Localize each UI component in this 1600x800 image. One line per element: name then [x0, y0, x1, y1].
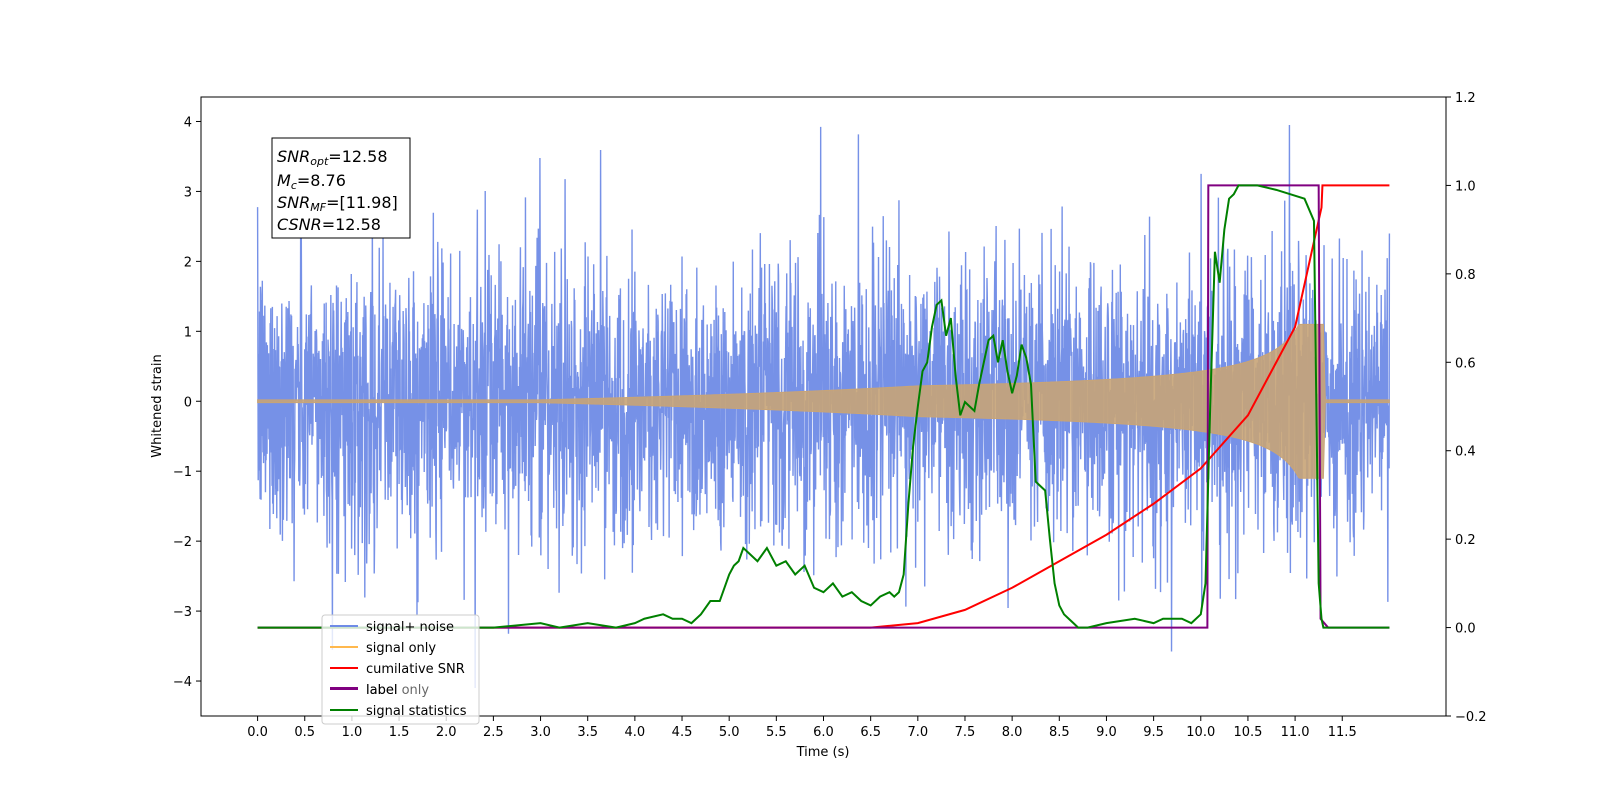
- y-tick-label: −2: [173, 535, 192, 550]
- x-tick-label: 2.5: [483, 725, 504, 740]
- x-tick-label: 4.0: [625, 725, 646, 740]
- x-tick-label: 9.5: [1143, 725, 1164, 740]
- y2-tick-label: 1.2: [1455, 91, 1476, 106]
- legend-label-cumulative-snr: cumilative SNR: [366, 662, 465, 677]
- x-tick-label: 1.0: [342, 725, 363, 740]
- y2-tick-label: 0.4: [1455, 445, 1476, 460]
- x-tick-label: 11.0: [1281, 725, 1310, 740]
- ticks: 0.0 0.5 1.0 1.5 2.0 2.5 3.0 3.5 4.0 4.5 5.0 5.5 6.0 6…: [173, 91, 1487, 740]
- x-tick-label: 8.5: [1049, 725, 1070, 740]
- legend-frame: [321, 614, 480, 725]
- stat-csnr: CSNR=12.58: [277, 215, 381, 234]
- x-tick-label: 11.5: [1328, 725, 1357, 740]
- y2-tick-label: 0.6: [1455, 356, 1476, 371]
- stats-box-frame: [271, 137, 411, 239]
- x-tick-label: 10.0: [1186, 725, 1215, 740]
- plot-frame: [200, 96, 1447, 717]
- legend: signal+ noise signal only cumilative SNR…: [321, 614, 480, 725]
- x-tick-label: 7.0: [907, 725, 928, 740]
- x-tick-label: 9.0: [1096, 725, 1117, 740]
- y-tick-label: 4: [184, 115, 192, 130]
- legend-label-label: label: [366, 683, 397, 698]
- x-tick-label: 6.0: [813, 725, 834, 740]
- x-tick-label: 0.5: [294, 725, 315, 740]
- stat-snr-mf: SNRMF=[11.98]: [277, 193, 398, 214]
- y-tick-label: −3: [173, 605, 192, 620]
- x-tick-label: 5.5: [766, 725, 787, 740]
- x-tick-label: 3.0: [530, 725, 551, 740]
- x-tick-label: 6.5: [860, 725, 881, 740]
- y-tick-label: −1: [173, 465, 192, 480]
- legend-label-signal-only: signal only: [366, 641, 436, 656]
- series-signal-only: [257, 323, 1390, 479]
- y-tick-label: 3: [184, 185, 192, 200]
- y-tick-label: −4: [173, 675, 192, 690]
- legend-label-signal-noise: signal+ noise: [366, 620, 454, 635]
- y2-tick-label: 0.2: [1455, 533, 1476, 548]
- stat-mc: Mc=8.76: [277, 171, 346, 192]
- legend-label-label-only: label only: [366, 683, 429, 698]
- stat-snr-opt: SNRopt=12.58: [277, 147, 388, 168]
- x-tick-label: 4.5: [672, 725, 693, 740]
- x-tick-label: 5.0: [719, 725, 740, 740]
- x-tick-label: 2.0: [436, 725, 457, 740]
- stats-box: SNRopt=12.58 Mc=8.76 SNRMF=[11.98] CSNR=…: [271, 137, 411, 239]
- x-tick-label: 1.5: [389, 725, 410, 740]
- x-tick-label: 3.5: [577, 725, 598, 740]
- x-tick-label: 0.0: [247, 725, 268, 740]
- series-signal-statistics: [257, 184, 1390, 629]
- y-axis-label: Whitened strain: [150, 354, 165, 457]
- x-tick-label: 10.5: [1233, 725, 1262, 740]
- legend-label-signal-statistics: signal statistics: [366, 704, 467, 719]
- y2-tick-label: 1.0: [1455, 179, 1476, 194]
- x-axis-label: Time (s): [796, 745, 850, 760]
- series-cumulative-snr: [257, 184, 1390, 629]
- y-tick-label: 0: [184, 395, 192, 410]
- x-tick-label: 8.0: [1002, 725, 1023, 740]
- y-tick-label: 1: [184, 325, 192, 340]
- y-tick-label: 2: [184, 255, 192, 270]
- plot-area: [256, 124, 1391, 689]
- y2-tick-label: −0.2: [1455, 710, 1487, 725]
- y2-tick-label: 0.0: [1455, 622, 1476, 637]
- y2-tick-label: 0.8: [1455, 268, 1476, 283]
- x-tick-label: 7.5: [955, 725, 976, 740]
